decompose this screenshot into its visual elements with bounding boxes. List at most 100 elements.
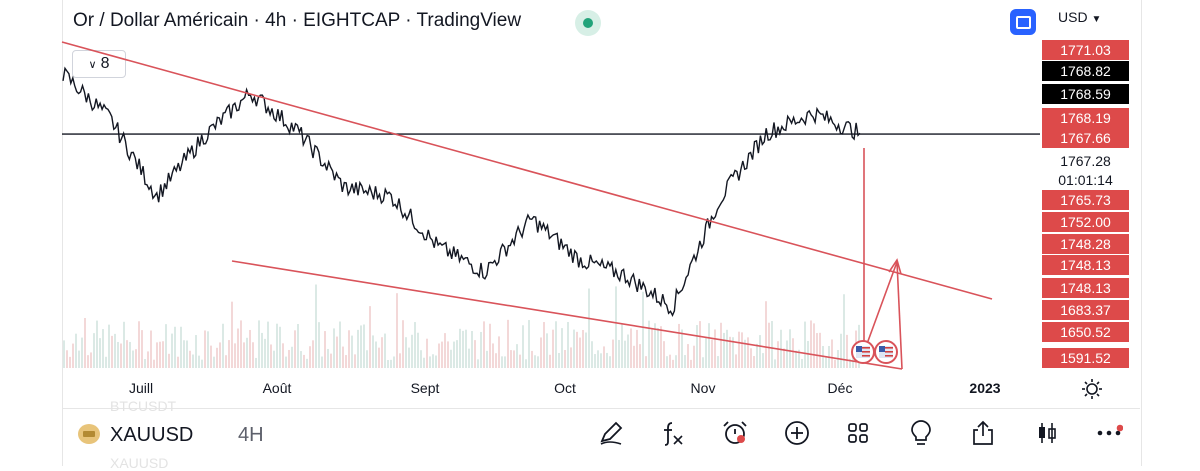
volume-bar [528, 320, 530, 368]
volume-bar [363, 324, 365, 368]
settings-gear-icon[interactable] [1081, 378, 1103, 400]
ghost-symbol-below: XAUUSD [110, 455, 169, 471]
volume-bar [432, 354, 434, 368]
volume-bar [537, 356, 539, 368]
volume-bar [732, 337, 734, 368]
volume-bar [195, 335, 197, 368]
volume-bar [147, 351, 149, 368]
us-flag-canton [879, 346, 885, 352]
time-axis-label: Août [262, 380, 292, 396]
volume-bar [444, 333, 446, 368]
price-label: 1591.52 [1042, 348, 1129, 368]
ghost-symbol-above: BTCUSDT [110, 398, 177, 414]
volume-bar [210, 345, 212, 368]
more-dots-icon [1097, 424, 1123, 436]
price-label: 01:01:14 [1058, 172, 1113, 188]
share-icon [973, 420, 993, 445]
lower-trendline [231, 260, 903, 370]
volume-bar [540, 337, 542, 368]
volume-bar [375, 341, 377, 368]
volume-bar [705, 336, 707, 368]
volume-bar [627, 334, 629, 368]
chart-type-button[interactable] [1032, 418, 1062, 448]
price-label: 1650.52 [1042, 322, 1129, 342]
volume-bar [396, 293, 398, 368]
time-axis-label: Nov [690, 380, 716, 396]
volume-bar [345, 355, 347, 368]
ideas-button[interactable] [906, 418, 936, 448]
volume-bar [654, 323, 656, 368]
volume-bar [699, 321, 701, 368]
layouts-button[interactable] [843, 418, 873, 448]
volume-bar [465, 329, 467, 368]
add-button[interactable] [782, 418, 812, 448]
volume-bar [804, 321, 806, 368]
volume-bar [129, 341, 131, 368]
fullscreen-button[interactable] [1010, 9, 1036, 35]
volume-bar [261, 332, 263, 368]
volume-bar [576, 331, 578, 368]
more-button[interactable] [1094, 418, 1124, 448]
timeframe-selector[interactable]: 4H [238, 424, 264, 446]
volume-bar [393, 356, 395, 368]
time-axis-label: Oct [554, 380, 576, 396]
volume-bar [516, 344, 518, 368]
indicators-button[interactable] [658, 418, 688, 448]
collapse-indicators-button[interactable]: ∨ 8 [72, 50, 126, 78]
drawing-tool-button[interactable] [596, 418, 626, 448]
volume-bar [789, 329, 791, 368]
volume-bar [717, 356, 719, 368]
volume-bar [228, 340, 230, 368]
volume-bar [126, 340, 128, 368]
volume-bar [387, 359, 389, 368]
volume-bar [792, 338, 794, 368]
volume-bar [267, 321, 269, 368]
price-label: 1752.00 [1042, 212, 1129, 232]
volume-bar [831, 339, 833, 368]
volume-bar [801, 358, 803, 368]
volume-bar [243, 342, 245, 368]
candlestick-icon [1039, 423, 1056, 443]
price-label: 1765.73 [1042, 190, 1129, 210]
volume-bar [216, 347, 218, 368]
volume-bar [453, 341, 455, 368]
volume-bar [249, 329, 251, 368]
symbol-name[interactable]: XAUUSD [110, 424, 194, 446]
volume-bar [270, 344, 272, 368]
volume-bar [510, 350, 512, 368]
volume-bar [630, 328, 632, 368]
alert-button[interactable] [720, 418, 750, 448]
volume-bar [564, 350, 566, 368]
volume-bar [753, 356, 755, 368]
volume-bar [570, 347, 572, 368]
volume-bar [426, 338, 428, 368]
chevron-down-icon: ▼ [1091, 14, 1102, 25]
price-label: 1768.59 [1042, 84, 1129, 104]
volume-bar [102, 329, 104, 368]
volume-bar [672, 359, 674, 368]
volume-bar [495, 353, 497, 368]
volume-bar [762, 353, 764, 368]
share-button[interactable] [968, 418, 998, 448]
volume-bar [744, 339, 746, 368]
volume-bar [369, 306, 371, 368]
volume-bar [558, 352, 560, 368]
volume-bar [309, 346, 311, 368]
volume-bar [498, 336, 500, 368]
volume-bar [819, 332, 821, 368]
volume-bar [711, 339, 713, 368]
volume-bar [288, 349, 290, 368]
volume-bar [240, 320, 242, 368]
volume-bar [756, 343, 758, 368]
volume-bar [381, 337, 383, 368]
volume-bar [93, 333, 95, 368]
volume-bar [162, 341, 164, 368]
volume-bar [501, 356, 503, 368]
currency-selector[interactable]: USD ▼ [1058, 9, 1101, 25]
market-open-indicator [575, 10, 601, 36]
price-line [62, 66, 861, 317]
volume-bar [339, 321, 341, 368]
volume-bar [546, 333, 548, 368]
volume-bar [750, 348, 752, 368]
